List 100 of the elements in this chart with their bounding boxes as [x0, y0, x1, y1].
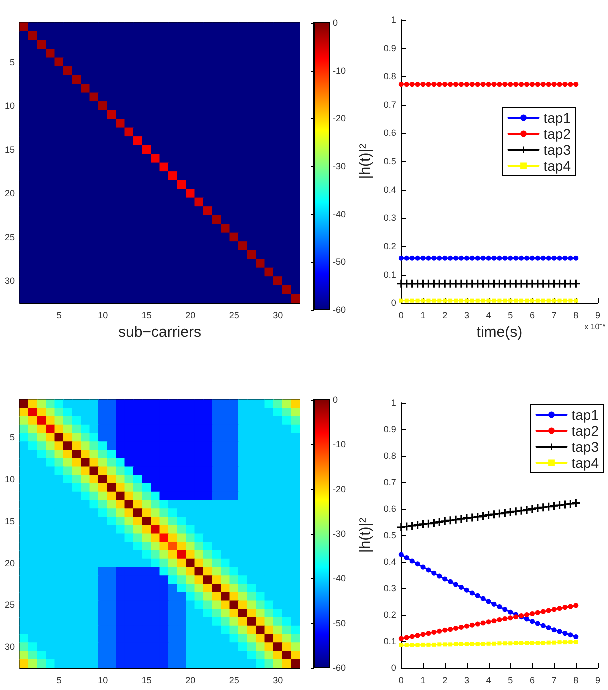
point	[420, 256, 426, 261]
point	[486, 298, 491, 303]
point	[452, 516, 460, 524]
point	[562, 631, 568, 636]
x-tick-label: 30	[273, 676, 284, 686]
point	[432, 642, 436, 647]
point	[426, 642, 431, 647]
point	[415, 562, 420, 567]
point	[404, 82, 410, 88]
point	[476, 298, 480, 303]
y-tick-label: 0.1	[384, 270, 396, 280]
color-bar-label: -40	[333, 209, 346, 220]
point	[514, 298, 518, 303]
x-tick-label: 30	[273, 310, 284, 321]
legend-label: tap1	[572, 407, 600, 423]
point	[514, 614, 519, 620]
y-tick-label: 15	[4, 516, 15, 526]
point	[514, 256, 519, 261]
point	[557, 606, 562, 612]
y-tick-label: 25	[4, 232, 15, 242]
color-bar-label: -40	[333, 574, 346, 584]
point	[535, 82, 540, 88]
point	[480, 256, 486, 261]
y-tick-label: 0.6	[384, 128, 396, 138]
point	[535, 256, 540, 261]
point	[492, 602, 497, 607]
y-tick-label: 25	[4, 600, 15, 610]
y-tick-label: 15	[4, 144, 15, 155]
x-tick-label: 15	[142, 310, 152, 321]
x-tick-label: 9	[595, 310, 601, 321]
point	[454, 298, 458, 303]
point	[448, 627, 454, 632]
point	[438, 642, 442, 647]
point	[503, 298, 508, 303]
y-tick-label: 0.3	[384, 213, 396, 224]
point	[546, 608, 552, 614]
x-tick-label: 25	[229, 310, 240, 321]
point	[432, 82, 437, 88]
point	[458, 256, 464, 261]
color-bar-label: -30	[333, 529, 346, 539]
point	[498, 642, 502, 646]
point	[497, 256, 502, 261]
point	[410, 558, 415, 564]
x-tick-label: 3	[464, 676, 470, 686]
point	[480, 596, 486, 602]
point	[420, 632, 426, 638]
x-tick-label: 8	[574, 310, 579, 321]
color-bar-label: -60	[333, 663, 346, 673]
point	[486, 256, 492, 261]
point	[470, 256, 475, 261]
y-tick-label: 0.4	[384, 557, 396, 567]
point	[464, 256, 470, 261]
point	[404, 298, 409, 303]
x-tick-label: 0	[398, 676, 404, 686]
point	[568, 632, 574, 638]
point	[410, 82, 415, 88]
point	[508, 616, 514, 621]
point	[438, 298, 442, 303]
point	[448, 256, 454, 261]
point	[530, 611, 535, 616]
point	[568, 640, 573, 644]
point	[508, 256, 514, 261]
point	[410, 643, 414, 648]
x-tick-label: 5	[56, 310, 62, 321]
point	[486, 642, 491, 646]
point	[535, 610, 540, 616]
point	[441, 517, 450, 526]
point	[480, 82, 486, 88]
point	[524, 612, 530, 618]
point	[404, 556, 410, 561]
x-tick-label: 2	[442, 310, 448, 321]
point	[563, 640, 568, 645]
point	[399, 643, 404, 648]
point	[558, 298, 562, 303]
point	[492, 82, 497, 88]
x-tick-label: 20	[186, 310, 196, 321]
point	[541, 298, 546, 303]
point	[443, 642, 448, 647]
point	[410, 298, 414, 303]
point	[448, 82, 454, 88]
point	[574, 640, 578, 644]
point	[426, 256, 432, 261]
point	[502, 607, 508, 612]
point	[528, 505, 536, 514]
point	[524, 256, 530, 261]
x-tick-label: 20	[186, 676, 196, 686]
color-bar-label: 0	[333, 18, 338, 28]
point	[420, 564, 426, 570]
color-bar-label: -20	[333, 114, 346, 124]
x-tick-label: 2	[442, 676, 448, 686]
point	[404, 643, 409, 648]
point	[502, 616, 508, 622]
color-bar-label: 0	[333, 395, 338, 405]
point	[454, 82, 459, 88]
point	[432, 630, 437, 635]
y-tick-label: 0.5	[384, 156, 396, 167]
color-bar-label: -60	[333, 305, 346, 315]
point	[464, 624, 470, 629]
y-tick-label: 1	[391, 398, 396, 408]
point	[481, 642, 486, 646]
